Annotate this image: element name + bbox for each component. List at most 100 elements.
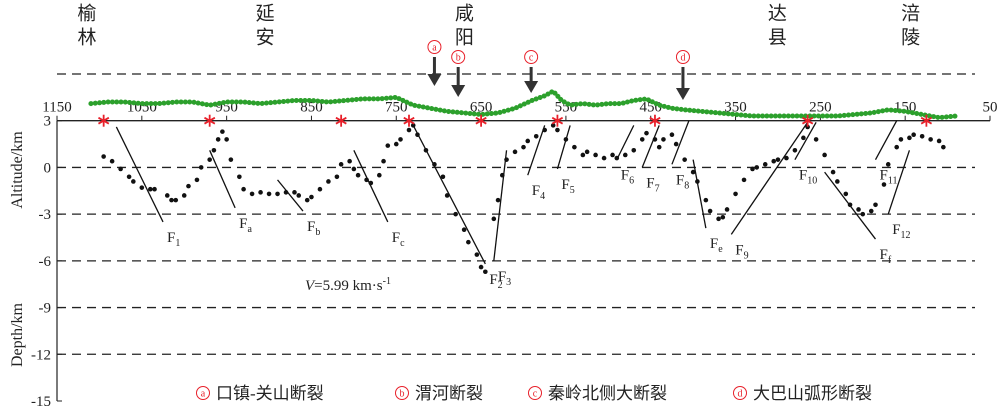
profile-point <box>393 141 399 147</box>
profile-point <box>868 208 874 214</box>
fault-line <box>641 125 660 168</box>
profile-point <box>275 191 280 197</box>
profile-point <box>601 155 607 161</box>
profile-point <box>771 158 777 164</box>
profile-point <box>860 211 866 217</box>
profile-point <box>109 158 115 164</box>
fault-label-main: F <box>239 216 247 232</box>
fault-label: F10 <box>799 168 817 187</box>
fault-label-sub: 6 <box>629 176 634 187</box>
profile-point <box>593 152 598 158</box>
fault-label: F4 <box>532 183 545 202</box>
profile-point <box>215 137 221 142</box>
profile-point <box>580 152 586 158</box>
profile-point <box>707 208 713 214</box>
legend-circle <box>733 386 747 400</box>
fault-label-sub: 10 <box>807 176 817 187</box>
fault-label-sub: b <box>315 227 320 238</box>
legend-label: 秦岭北侧大断裂 <box>548 384 667 403</box>
profile-point <box>533 133 539 139</box>
profile-point <box>775 157 781 162</box>
station <box>98 114 110 127</box>
marker-head <box>675 88 690 100</box>
fault-line <box>874 120 898 160</box>
profile-point <box>461 227 467 233</box>
profile-point <box>835 179 840 184</box>
station <box>920 114 933 127</box>
y-tick-label: -15 <box>31 394 51 410</box>
annotation-sup: -1 <box>383 276 391 287</box>
profile-point <box>440 174 446 180</box>
profile-point <box>131 179 136 184</box>
fault-line <box>730 121 809 235</box>
legend-letter: d <box>738 389 743 400</box>
profile-point <box>572 144 577 150</box>
profile-point <box>220 129 225 134</box>
station <box>335 114 347 127</box>
profile-point <box>495 197 501 203</box>
profile-point <box>198 165 204 170</box>
fault-label: Fc <box>392 230 405 249</box>
station <box>649 114 661 127</box>
fault-label-main: F <box>735 242 743 258</box>
profile-point <box>194 177 200 183</box>
profile-point <box>258 190 263 195</box>
profile-point <box>237 174 242 180</box>
profile-point <box>385 143 391 148</box>
fault-line <box>527 125 546 176</box>
profile-point <box>762 162 768 167</box>
profile-point <box>334 174 340 180</box>
marker-circle <box>427 40 442 54</box>
marker-head <box>427 74 442 86</box>
annotation-variable: V <box>305 278 316 294</box>
fault-label-sub: 9 <box>744 250 749 261</box>
fault-label-sub: 3 <box>506 277 511 288</box>
profile-point <box>173 197 179 203</box>
fault-line <box>887 150 911 215</box>
profile-point <box>453 211 458 217</box>
legend-letter: c <box>533 389 538 400</box>
y-tick-label: 3 <box>44 114 52 130</box>
y-tick-label: -9 <box>39 301 52 317</box>
fault-label: Fe <box>710 236 723 255</box>
profile-point <box>444 193 450 198</box>
legend-letter: b <box>400 389 405 400</box>
profile-point <box>483 269 488 275</box>
profile-point <box>733 191 738 197</box>
profile-point <box>181 193 187 198</box>
legend-letter: a <box>201 389 206 400</box>
profile-point <box>754 165 760 170</box>
profile-point <box>690 169 696 175</box>
station-stroke <box>551 116 564 125</box>
profile-point <box>101 154 106 159</box>
fault-label: F8 <box>676 172 689 191</box>
fault-label: F5 <box>561 177 574 196</box>
x-tick-label: 1150 <box>42 100 71 116</box>
fault-label: F9 <box>735 242 748 261</box>
profile-point <box>406 127 412 133</box>
fault-label-sub: 12 <box>901 230 911 241</box>
profile-point <box>750 166 755 172</box>
fault-line <box>692 159 707 229</box>
profile-point <box>822 152 827 158</box>
station <box>204 114 216 127</box>
profile-point <box>843 191 849 197</box>
profile-point <box>186 183 191 189</box>
fault-label-main: F <box>532 183 540 199</box>
profile-point <box>139 185 145 190</box>
fault-line <box>277 179 304 212</box>
fault-label-main: F <box>799 168 807 184</box>
velocity-annotation: V=5.99 km·s-1 <box>305 276 391 294</box>
x-tick-label: 850 <box>300 100 323 116</box>
fault-label: F3 <box>498 269 511 288</box>
fault-label-sub: 8 <box>684 180 689 191</box>
fault-line <box>493 150 508 261</box>
fault-line <box>556 125 571 170</box>
profile-point <box>478 264 484 270</box>
profile-point <box>911 132 916 138</box>
profile-point <box>249 191 255 197</box>
legend-label: 大巴山弧形断裂 <box>753 384 872 403</box>
profile-point <box>894 144 899 150</box>
legend-label: 口镇-关山断裂 <box>216 384 324 403</box>
station-stroke <box>204 116 216 125</box>
